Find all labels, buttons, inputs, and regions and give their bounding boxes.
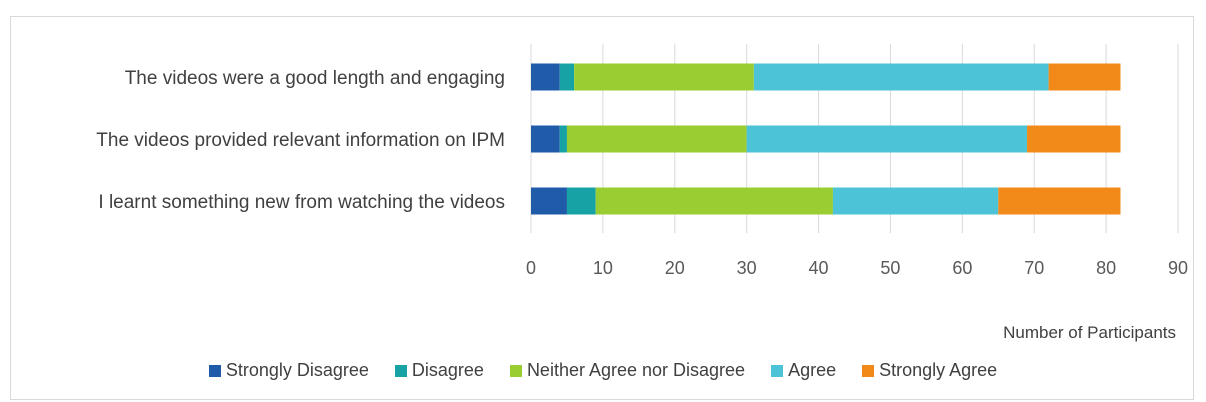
x-axis-title: Number of Participants <box>1003 323 1176 342</box>
bar-segment <box>566 187 596 215</box>
x-tick-label: 10 <box>593 258 613 278</box>
x-tick-label: 70 <box>1024 258 1044 278</box>
bar-segment <box>1027 125 1121 153</box>
bar-segment <box>574 63 754 91</box>
bar-segment <box>832 187 999 215</box>
bar-segment <box>753 63 1049 91</box>
bar-segment <box>595 187 833 215</box>
x-tick-label: 30 <box>737 258 757 278</box>
bar-segment <box>531 125 560 153</box>
legend-item: Strongly Disagree <box>208 360 369 381</box>
legend-item: Strongly Agree <box>862 360 997 381</box>
x-tick-label: 80 <box>1096 258 1116 278</box>
category-label: I learnt something new from watching the… <box>98 192 505 213</box>
legend-swatch <box>771 364 784 377</box>
x-tick-label: 40 <box>809 258 829 278</box>
bar-segment <box>746 125 1028 153</box>
legend-swatch <box>208 364 221 377</box>
legend-label: Disagree <box>411 360 484 380</box>
legend-item: Agree <box>771 360 836 381</box>
x-tick-label: 60 <box>952 258 972 278</box>
legend-label: Neither Agree nor Disagree <box>526 360 746 380</box>
bar-segment <box>531 63 560 91</box>
x-tick-label: 50 <box>880 258 900 278</box>
legend-label: Strongly Agree <box>879 360 998 380</box>
legend-item: Neither Agree nor Disagree <box>509 360 746 381</box>
bar-segment <box>559 63 575 91</box>
legend-item: Disagree <box>394 360 484 381</box>
legend-swatch <box>394 364 407 377</box>
x-tick-label: 20 <box>665 258 685 278</box>
legend-swatch <box>862 364 875 377</box>
x-tick-label: 90 <box>1168 258 1188 278</box>
legend-label: Agree <box>788 360 837 380</box>
bar-segment <box>559 125 567 153</box>
legend-swatch <box>509 364 522 377</box>
legend-label: Strongly Disagree <box>225 360 369 380</box>
x-tick-label: 0 <box>526 258 536 278</box>
bar-segment <box>998 187 1121 215</box>
bar-segment <box>1048 63 1121 91</box>
category-label: The videos were a good length and engagi… <box>125 68 505 89</box>
bar-segment <box>566 125 747 153</box>
category-label: The videos provided relevant information… <box>96 130 505 151</box>
chart-legend: Strongly Disagree Disagree Neither Agree n… <box>0 360 1206 381</box>
bar-segment <box>531 187 567 215</box>
